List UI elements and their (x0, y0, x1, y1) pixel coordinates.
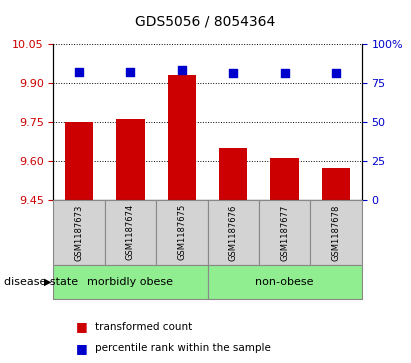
Bar (259, 200, 310, 265)
Bar (156, 200, 208, 265)
Text: morbidly obese: morbidly obese (88, 277, 173, 287)
Bar (65, 122, 93, 200)
Text: ■: ■ (76, 342, 88, 355)
Point (127, 69, 134, 74)
Point (178, 67, 185, 73)
Text: non-obese: non-obese (255, 277, 314, 287)
Text: GDS5056 / 8054364: GDS5056 / 8054364 (135, 15, 276, 29)
Text: GSM1187676: GSM1187676 (229, 204, 238, 261)
Text: ▶: ▶ (44, 277, 51, 287)
Text: GSM1187674: GSM1187674 (126, 204, 135, 260)
Bar (105, 200, 156, 265)
Bar (219, 148, 247, 200)
Point (281, 70, 288, 76)
Text: transformed count: transformed count (95, 322, 192, 332)
Bar (53, 265, 208, 299)
Bar (322, 168, 350, 200)
Text: ■: ■ (76, 320, 88, 333)
Point (76, 69, 82, 74)
Bar (168, 75, 196, 200)
Bar (208, 265, 362, 299)
Point (333, 70, 339, 76)
Bar (53, 200, 105, 265)
Text: GSM1187678: GSM1187678 (332, 204, 340, 261)
Text: GSM1187673: GSM1187673 (75, 204, 83, 261)
Text: GSM1187675: GSM1187675 (178, 204, 186, 260)
Bar (116, 119, 145, 200)
Text: GSM1187677: GSM1187677 (280, 204, 289, 261)
Bar (208, 200, 259, 265)
Text: percentile rank within the sample: percentile rank within the sample (95, 343, 270, 354)
Text: disease state: disease state (4, 277, 78, 287)
Bar (270, 158, 299, 200)
Bar (310, 200, 362, 265)
Point (230, 70, 237, 76)
